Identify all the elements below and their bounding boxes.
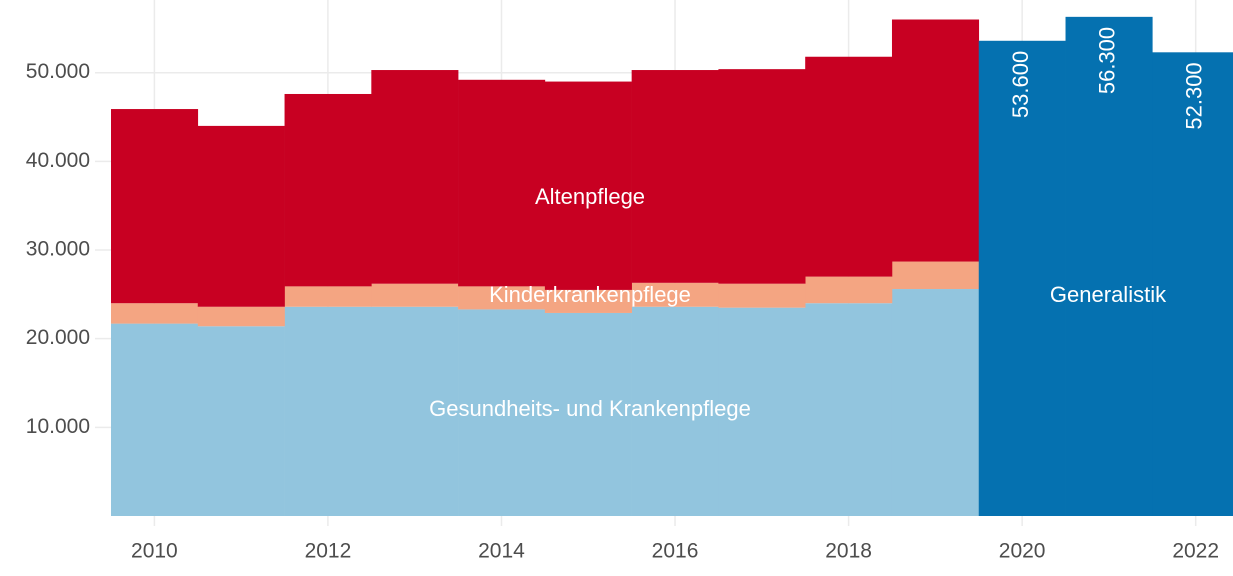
x-tick-label: 2022	[1172, 540, 1219, 563]
bar-segment	[284, 286, 372, 307]
bar-segment	[978, 40, 1066, 516]
bar-segment	[631, 282, 719, 307]
bar-segment	[544, 312, 632, 516]
y-tick-label: 10.000	[26, 415, 90, 438]
bar-segment	[805, 56, 893, 277]
bar-segment	[284, 93, 372, 287]
series-label: Kinderkrankenpflege	[489, 282, 691, 307]
bar-segment	[544, 81, 632, 290]
bar-segment	[284, 306, 372, 516]
bar-segment	[718, 283, 806, 308]
value-label: 56.300	[1095, 27, 1120, 94]
bar-segment	[891, 261, 980, 290]
x-tick-label: 2018	[825, 540, 872, 563]
bar-segment	[458, 286, 546, 310]
bar-segment	[371, 283, 459, 307]
bar-segment	[197, 326, 285, 516]
bar-segment	[718, 307, 806, 516]
series-label: Altenpflege	[535, 184, 645, 209]
y-tick-label: 20.000	[26, 326, 90, 349]
y-tick-label: 40.000	[26, 149, 90, 172]
bars	[111, 16, 1233, 516]
x-tick-label: 2014	[478, 540, 525, 563]
bar-segment	[718, 69, 806, 284]
bar-segment	[111, 323, 199, 516]
labels: 10.000 20.000 30.000 40.000 50.000 2010 2012 20…	[26, 27, 1219, 563]
bar-segment	[805, 303, 893, 516]
bar-segment	[458, 79, 546, 287]
x-tick-label: 2010	[131, 540, 178, 563]
value-label: 53.600	[1008, 51, 1033, 118]
series-label: Gesundheits- und Krankenpflege	[429, 396, 751, 421]
bar-segment	[111, 303, 199, 324]
bar-segment	[1152, 52, 1233, 516]
y-tick-label: 30.000	[26, 238, 90, 261]
bar-segment	[891, 19, 980, 262]
bar-segment	[111, 109, 199, 304]
bar-segment	[197, 125, 285, 307]
x-tick-label: 2016	[652, 540, 699, 563]
bar-segment	[544, 289, 632, 313]
bar-segment	[631, 306, 719, 516]
x-tick-label: 2020	[999, 540, 1046, 563]
x-tick-label: 2012	[305, 540, 352, 563]
value-label: 52.300	[1181, 62, 1206, 129]
bar-segment	[458, 309, 546, 516]
bar-segment	[371, 306, 459, 516]
bar-segment	[1065, 16, 1153, 516]
bar-segment	[371, 70, 459, 284]
bar-segment	[631, 70, 719, 283]
y-tick-label: 50.000	[26, 60, 90, 83]
series-label: Generalistik	[1050, 282, 1167, 307]
bar-segment	[891, 289, 980, 516]
bar-segment	[197, 306, 285, 327]
bar-segment	[805, 276, 893, 304]
